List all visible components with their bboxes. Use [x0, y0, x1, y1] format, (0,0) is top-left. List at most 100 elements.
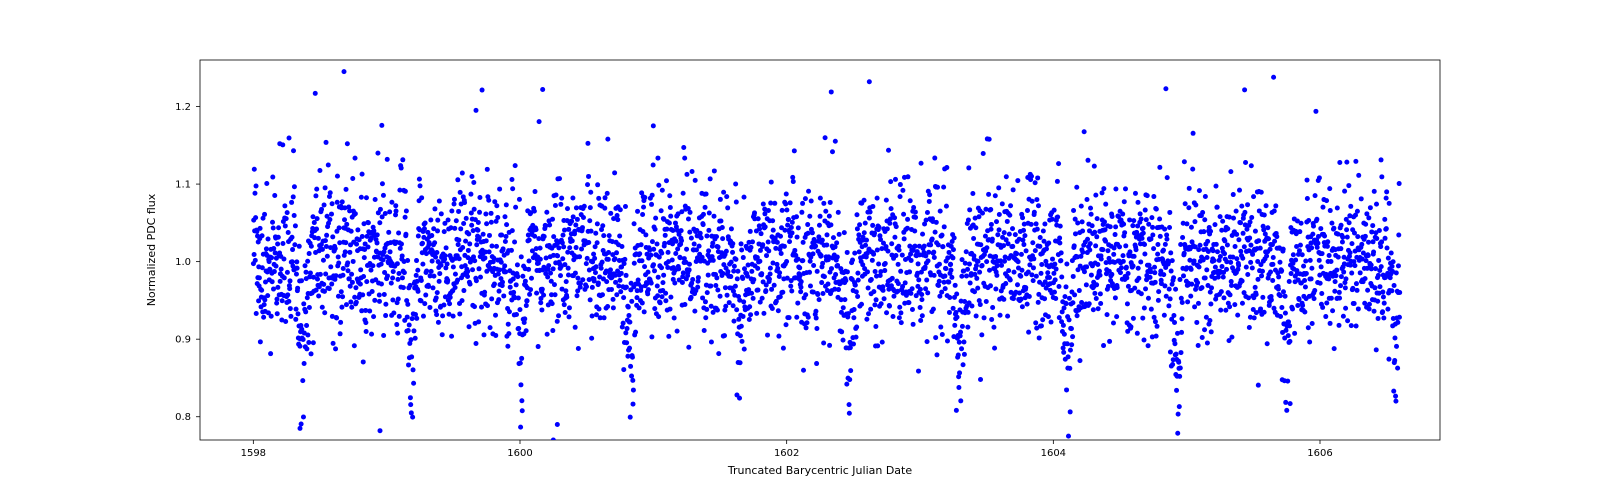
data-point	[524, 303, 529, 308]
data-point	[406, 328, 411, 333]
data-point	[718, 197, 723, 202]
data-point	[649, 202, 654, 207]
data-point	[1103, 202, 1108, 207]
data-point	[695, 285, 700, 290]
data-point	[784, 259, 789, 264]
data-point	[1395, 320, 1400, 325]
data-point	[761, 202, 766, 207]
data-point	[413, 336, 418, 341]
data-point	[757, 226, 762, 231]
data-point	[481, 232, 486, 237]
data-point	[1032, 210, 1037, 215]
data-point	[612, 170, 617, 175]
data-point	[295, 266, 300, 271]
data-point	[1184, 221, 1189, 226]
data-point	[932, 273, 937, 278]
data-point	[1139, 291, 1144, 296]
data-point	[287, 136, 292, 141]
data-point	[1260, 295, 1265, 300]
data-point	[1234, 256, 1239, 261]
data-point	[346, 268, 351, 273]
data-point	[1132, 286, 1137, 291]
data-point	[1054, 267, 1059, 272]
data-point	[1117, 244, 1122, 249]
data-point	[911, 322, 916, 327]
data-point	[660, 188, 665, 193]
data-point	[652, 268, 657, 273]
data-point	[1232, 302, 1237, 307]
data-point	[1379, 157, 1384, 162]
data-point	[1338, 283, 1343, 288]
data-point	[778, 234, 783, 239]
data-point	[1384, 189, 1389, 194]
data-point	[795, 235, 800, 240]
data-point	[1126, 271, 1131, 276]
data-point	[404, 208, 409, 213]
data-point	[347, 250, 352, 255]
data-point	[879, 301, 884, 306]
data-point	[1171, 313, 1176, 318]
data-point	[262, 212, 267, 217]
data-point	[439, 211, 444, 216]
data-point	[897, 315, 902, 320]
data-point	[900, 253, 905, 258]
data-point	[327, 286, 332, 291]
data-point	[1012, 270, 1017, 275]
data-point	[873, 324, 878, 329]
data-point	[1153, 319, 1158, 324]
data-point	[1124, 265, 1129, 270]
data-point	[1208, 301, 1213, 306]
data-point	[303, 263, 308, 268]
data-point	[1334, 273, 1339, 278]
data-point	[336, 260, 341, 265]
data-point	[343, 240, 348, 245]
data-point	[339, 305, 344, 310]
data-point	[1010, 226, 1015, 231]
data-point	[271, 226, 276, 231]
data-point	[574, 205, 579, 210]
data-point	[1142, 305, 1147, 310]
data-point	[1265, 225, 1270, 230]
data-point	[259, 288, 264, 293]
data-point	[518, 425, 523, 430]
data-point	[1305, 178, 1310, 183]
data-point	[509, 177, 514, 182]
data-point	[1144, 217, 1149, 222]
data-point	[1035, 227, 1040, 232]
data-point	[503, 234, 508, 239]
data-point	[1022, 233, 1027, 238]
data-point	[466, 232, 471, 237]
data-point	[1197, 188, 1202, 193]
data-point	[476, 319, 481, 324]
data-point	[1219, 289, 1224, 294]
data-point	[782, 244, 787, 249]
data-point	[603, 195, 608, 200]
data-point	[739, 324, 744, 329]
data-point	[1373, 266, 1378, 271]
data-point	[936, 242, 941, 247]
data-point	[1384, 196, 1389, 201]
data-point	[919, 161, 924, 166]
data-point	[333, 246, 338, 251]
data-point	[926, 258, 931, 263]
data-point	[1169, 269, 1174, 274]
data-point	[1025, 302, 1030, 307]
data-point	[716, 351, 721, 356]
data-point	[768, 266, 773, 271]
data-point	[265, 293, 270, 298]
data-point	[1352, 263, 1357, 268]
data-point	[440, 332, 445, 337]
data-point	[1143, 208, 1148, 213]
data-point	[1392, 336, 1397, 341]
data-point	[497, 289, 502, 294]
data-point	[1260, 269, 1265, 274]
data-point	[712, 214, 717, 219]
data-point	[1069, 326, 1074, 331]
data-point	[272, 193, 277, 198]
data-point	[1069, 342, 1074, 347]
data-point	[439, 263, 444, 268]
data-point	[1034, 274, 1039, 279]
data-point	[733, 181, 738, 186]
data-point	[360, 172, 365, 177]
data-point	[528, 287, 533, 292]
